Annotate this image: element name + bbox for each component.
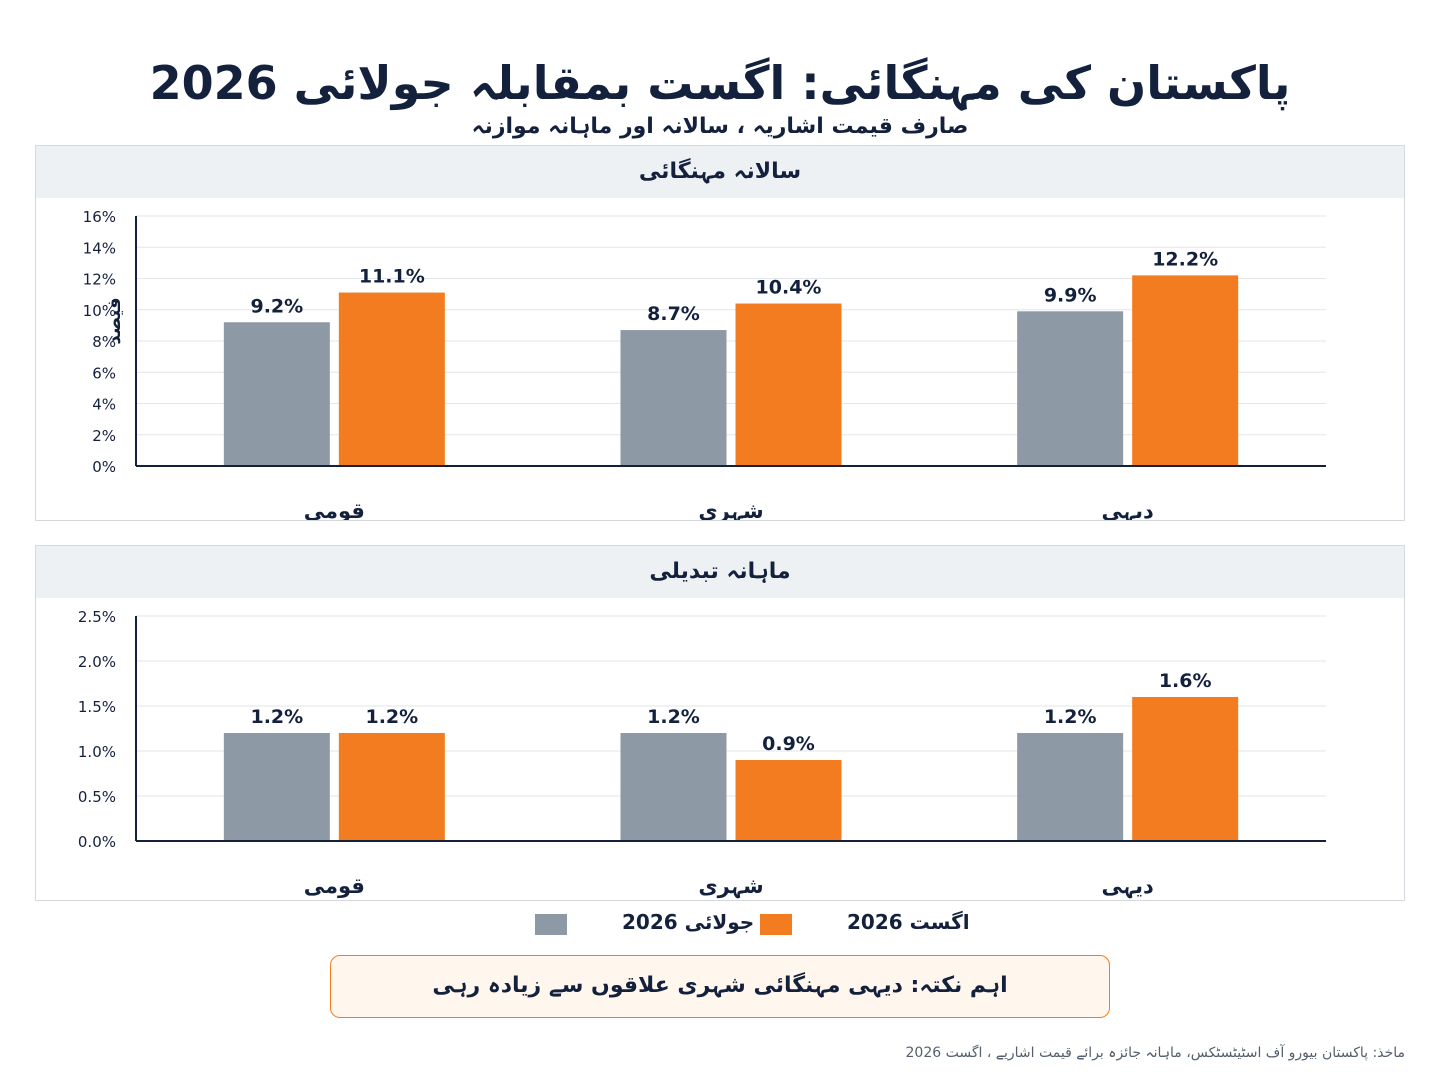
chart-subtitle: صارف قیمت اشاریہ ، سالانہ اور ماہانہ موا… [471,114,969,139]
legend-swatch-august [760,914,792,935]
data-label: 1.2% [647,706,700,728]
y-tick-label: 4% [92,396,116,414]
bar-july-3 [1017,311,1124,466]
annual-inflation-panel-title: سالانہ مہنگائی [36,146,1404,198]
key-takeaway-box: اہم نکتہ: دیہی مہنگائی شہری علاقوں سے زی… [330,955,1110,1018]
y-tick-label: 1.0% [78,743,116,761]
y-tick-label: 8% [92,333,116,351]
monthly-change-panel-title: ماہانہ تبدیلی [36,546,1404,598]
monthly-change-chart: 0.0% 0.5% 1.0% 1.5% 2.0% 2.5% 1.2% 1.2% 1.2% 1.2%… [78,608,1326,899]
data-label: 12.2% [1152,248,1218,270]
bar-august-3 [1132,275,1239,466]
legend: جولائی 2026 اگست 2026 [0,906,1440,942]
y-tick-label: 14% [83,239,116,257]
bar-july-2 [620,733,727,841]
category-label: شہری [698,499,763,520]
category-label: قومی [304,499,365,520]
data-label: 9.9% [1044,284,1097,306]
y-tick-label: 16% [83,208,116,226]
data-label: 1.2% [1044,706,1097,728]
monthly-change-panel: ماہانہ تبدیلی 0.0% 0.5% 1.0% 1.5% 2.0% 2.5% 1.… [35,545,1405,901]
y-axis-label: فیصد [104,297,125,344]
data-label: 0.9% [762,733,815,755]
y-tick-label: 0% [92,458,116,476]
y-tick-label: 2% [92,427,116,445]
annual-inflation-chart: 0% 2% 4% 6% 8% 10% 12% 14% 16% فیصد 9.2% 8.7% 9.9% 11… [83,208,1326,520]
category-label: دیہی [1102,874,1154,899]
legend-label-july: جولائی 2026 [622,910,755,934]
legend-label-august: اگست 2026 [847,910,970,934]
legend-swatch-july [535,914,567,935]
y-tick-label: 2.5% [78,608,116,626]
bar-august-1 [338,292,445,466]
data-label: 1.6% [1159,670,1212,692]
bar-july-1 [223,322,330,466]
data-label: 11.1% [359,266,425,288]
source-note: ماخذ: پاکستان بیورو آف اسٹیٹسٹکس، ماہانہ… [905,1045,1406,1061]
bar-august-2 [735,303,842,466]
bar-july-1 [223,733,330,841]
annual-inflation-panel: سالانہ مہنگائی 0% 2% 4% 6% 8% 10% 12% 14% 16% فیص… [35,145,1405,521]
category-label: دیہی [1102,499,1154,520]
data-label: 10.4% [756,277,822,299]
bar-august-2 [735,760,842,841]
y-tick-label: 6% [92,364,116,382]
data-label: 9.2% [250,295,303,317]
y-tick-label: 1.5% [78,698,116,716]
y-tick-label: 2.0% [78,653,116,671]
chart-title: پاکستان کی مہنگائی: اگست بمقابلہ جولائی … [149,56,1291,110]
bar-july-2 [620,330,727,466]
bar-august-3 [1132,697,1239,841]
data-label: 1.2% [365,706,418,728]
y-tick-label: 10% [83,302,116,320]
bar-august-1 [338,733,445,841]
y-tick-label: 0.5% [78,788,116,806]
data-label: 1.2% [250,706,303,728]
category-label: قومی [304,874,365,898]
y-tick-label: 12% [83,271,116,289]
category-label: شہری [698,874,763,899]
bar-july-3 [1017,733,1124,841]
data-label: 8.7% [647,303,700,325]
y-tick-label: 0.0% [78,833,116,851]
